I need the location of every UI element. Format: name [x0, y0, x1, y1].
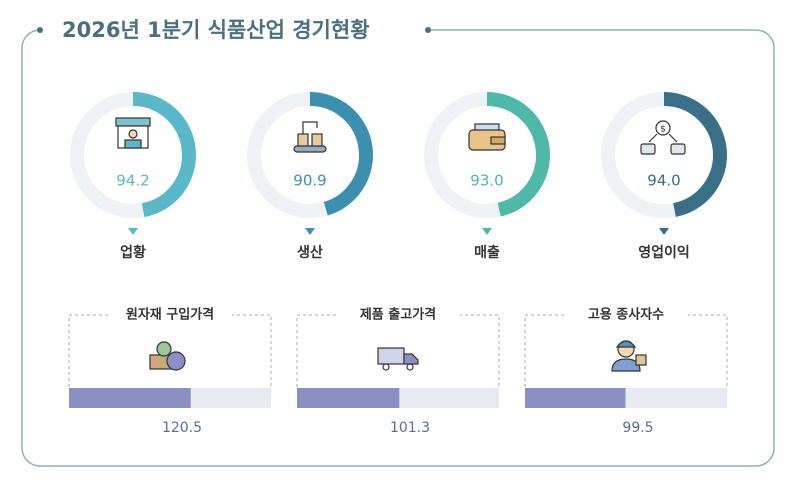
factory-icon	[293, 121, 327, 153]
panel-label-backdrop	[336, 305, 460, 325]
donut-arc	[309, 92, 373, 216]
store-icon	[115, 117, 151, 149]
panel-label-backdrop	[564, 305, 688, 325]
pointer	[482, 228, 492, 235]
bar	[297, 388, 400, 408]
profit-icon: $	[640, 120, 686, 155]
category-label: 영업이익	[638, 244, 690, 261]
bar	[525, 388, 626, 408]
value-label: 94.0	[647, 172, 680, 190]
category-label: 생산	[297, 244, 323, 261]
value-label: 93.0	[470, 172, 503, 190]
title-dot	[425, 27, 431, 33]
donut-arc	[132, 92, 196, 217]
pointer	[128, 228, 138, 235]
category-label: 매출	[474, 244, 500, 261]
title-dot	[37, 27, 43, 33]
panel-label-backdrop	[108, 305, 232, 325]
donut-arc	[486, 92, 550, 217]
value-label: 101.3	[390, 420, 430, 436]
produce-icon	[149, 341, 186, 371]
pointer	[305, 228, 315, 235]
icons: $	[115, 117, 686, 372]
category-label: 원자재 구입가격	[126, 308, 214, 323]
worker-icon	[611, 340, 647, 372]
truck-icon	[377, 347, 419, 371]
donut-arc	[663, 92, 727, 217]
pointer	[659, 228, 669, 235]
title-backdrop	[40, 14, 430, 48]
category-label: 업황	[120, 244, 146, 261]
category-label: 고용 종사자수	[588, 307, 664, 323]
value-label: 120.5	[162, 420, 202, 436]
category-label: 제품 출고가격	[360, 307, 436, 323]
chart-title: 2026년 1분기 식품산업 경기현황	[62, 18, 370, 42]
value-label: 90.9	[293, 172, 326, 190]
wallet-icon	[468, 123, 506, 151]
value-label: 99.5	[622, 420, 653, 436]
bar	[69, 388, 191, 408]
value-label: 94.2	[116, 172, 149, 190]
svg-text:$: $	[660, 125, 666, 135]
